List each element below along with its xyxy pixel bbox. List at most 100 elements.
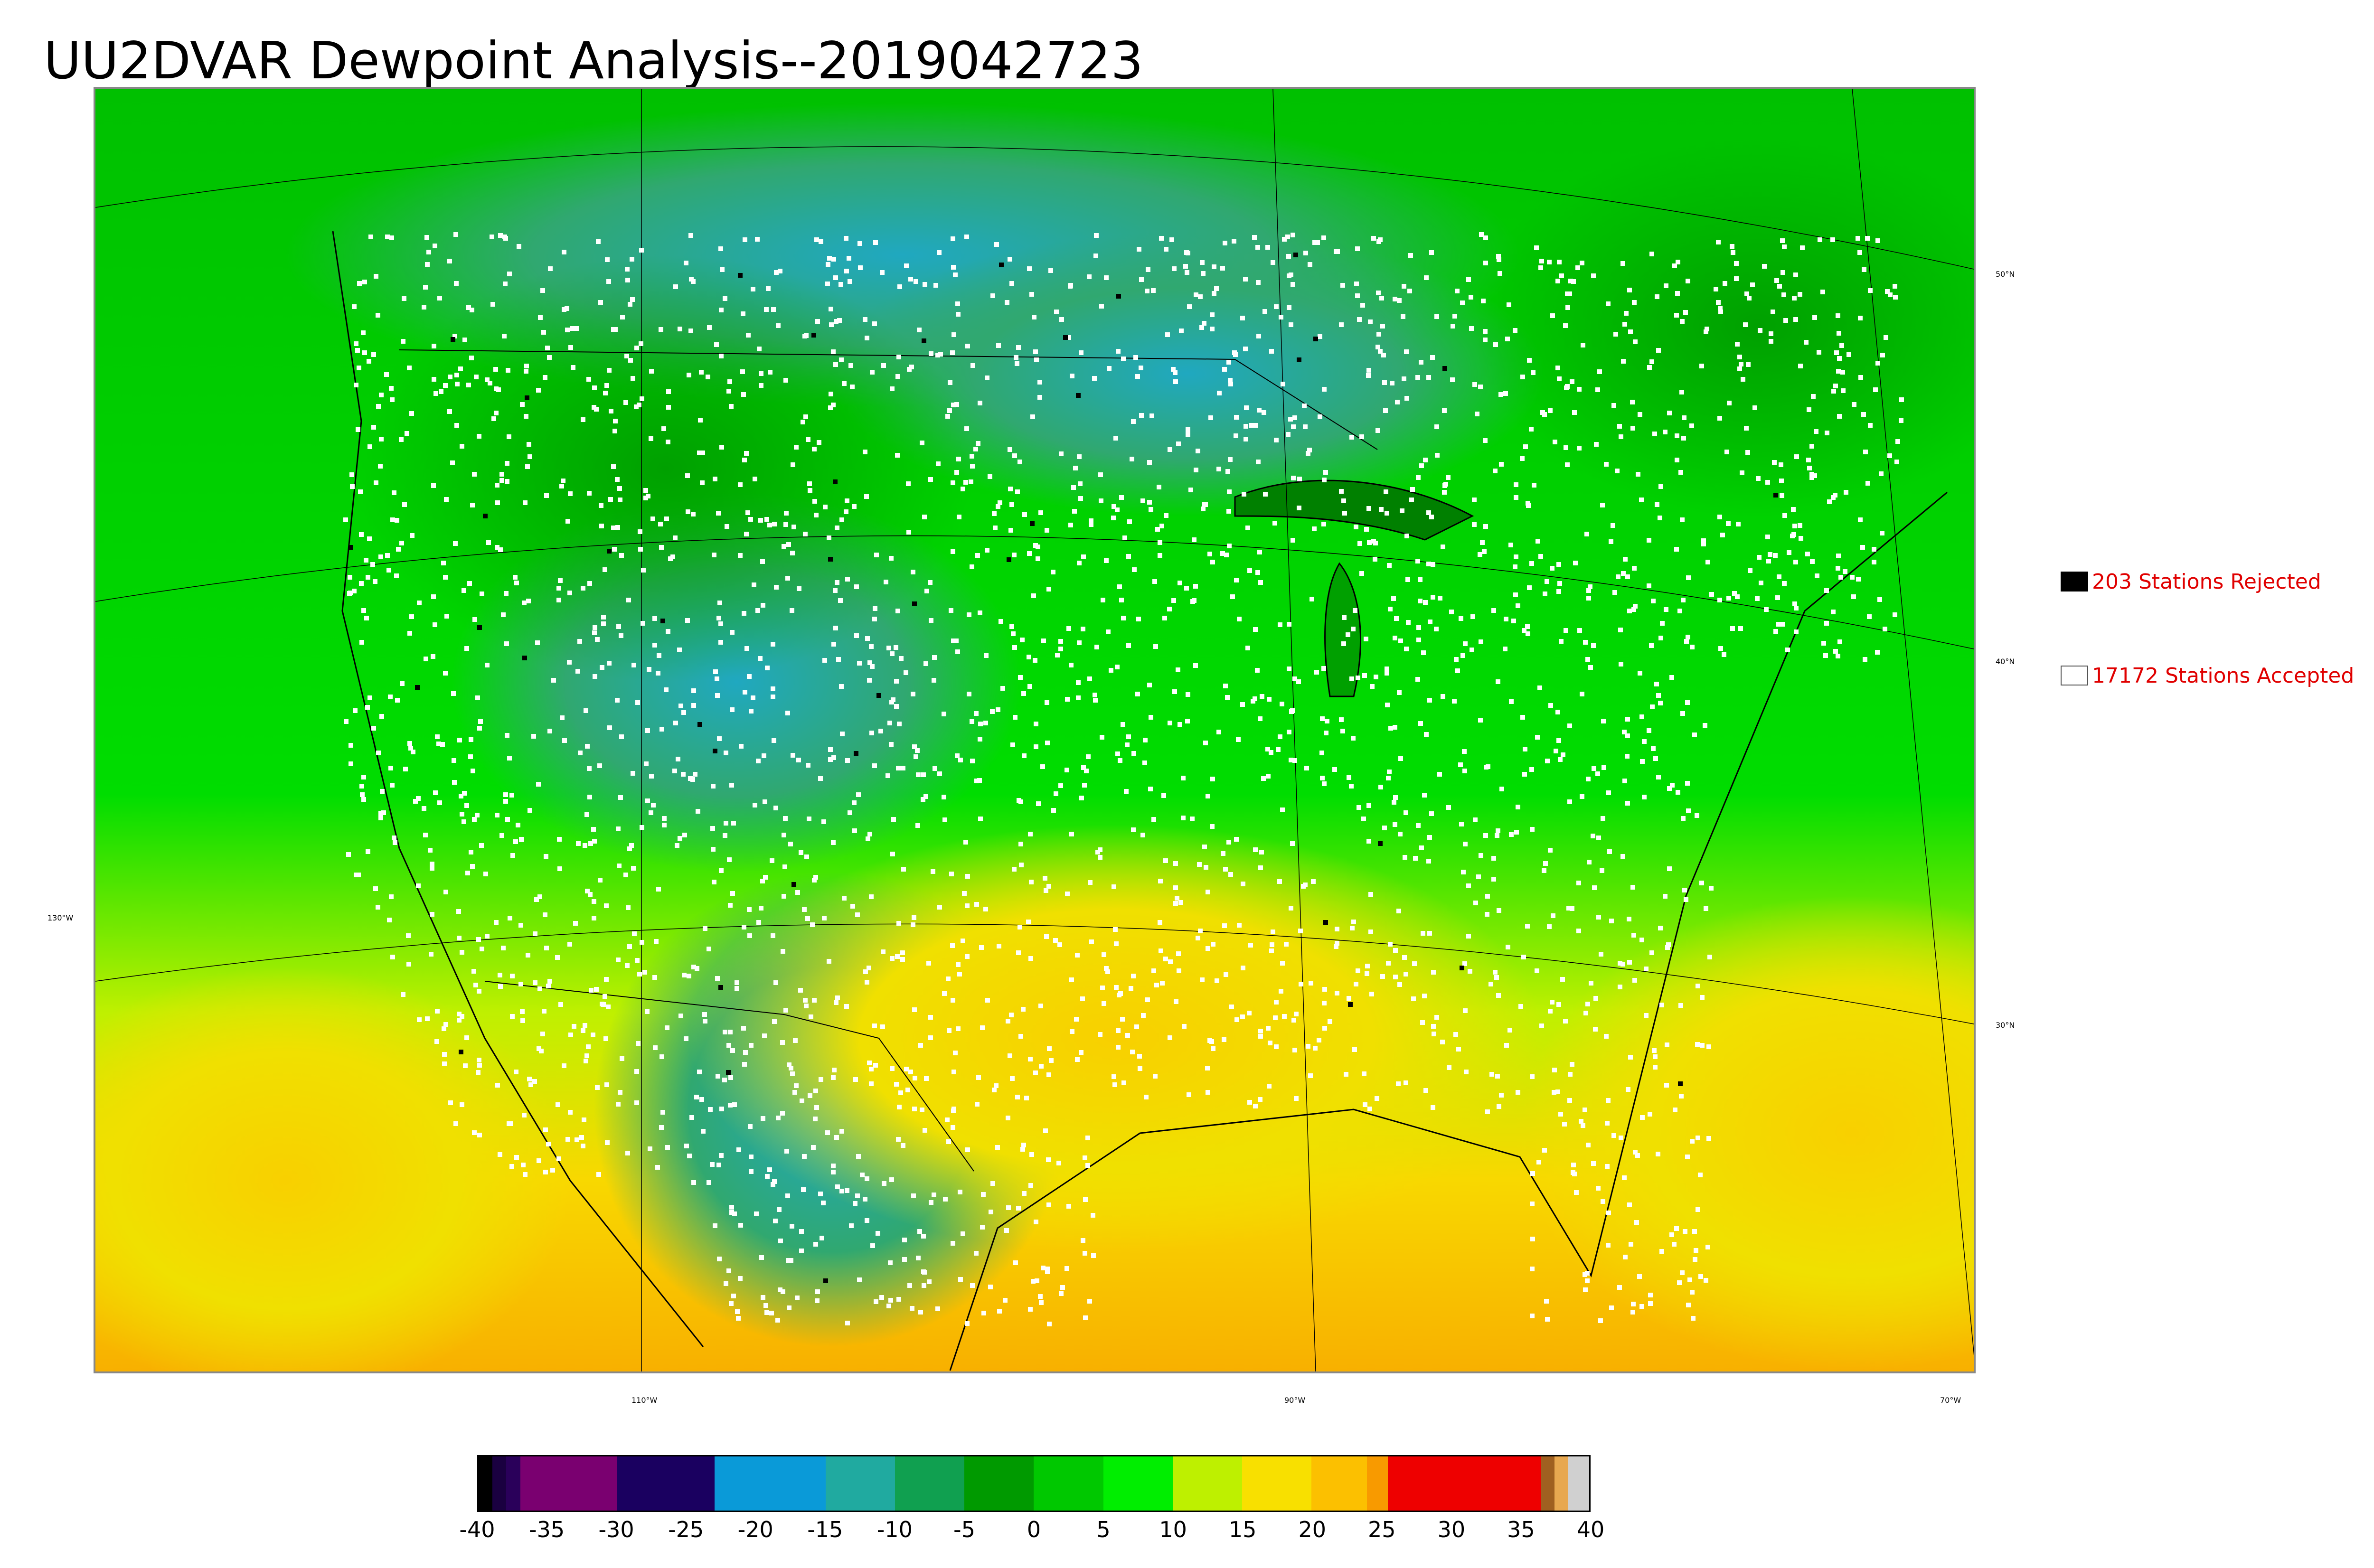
station-accepted — [818, 776, 823, 781]
station-accepted — [1240, 316, 1245, 320]
station-accepted — [713, 1223, 717, 1228]
station-accepted — [1520, 456, 1525, 461]
station-accepted — [1093, 693, 1097, 697]
station-accepted — [1373, 541, 1378, 545]
station-accepted — [498, 1152, 502, 1157]
station-accepted — [997, 1309, 1002, 1314]
station-accepted — [1630, 885, 1635, 890]
station-accepted — [1046, 884, 1051, 889]
station-accepted — [1292, 676, 1297, 681]
station-accepted — [1790, 534, 1795, 538]
station-accepted — [1527, 585, 1532, 590]
station-accepted — [1706, 1044, 1711, 1049]
station-accepted — [689, 1115, 694, 1120]
station-accepted — [1631, 607, 1636, 612]
station-accepted — [1689, 423, 1694, 428]
station-accepted — [1509, 699, 1514, 704]
station-accepted — [807, 817, 811, 821]
station-accepted — [1174, 999, 1178, 1004]
station-accepted — [1135, 374, 1140, 379]
station-accepted — [1016, 345, 1021, 350]
station-accepted — [808, 488, 812, 493]
station-accepted — [1680, 711, 1685, 716]
station-accepted — [974, 902, 979, 907]
station-accepted — [645, 798, 650, 803]
station-accepted — [1206, 794, 1210, 798]
station-accepted — [495, 813, 499, 817]
station-accepted — [812, 998, 817, 1003]
station-accepted — [1522, 772, 1527, 777]
station-accepted — [1548, 703, 1553, 708]
station-accepted — [1322, 478, 1327, 482]
station-accepted — [507, 1121, 511, 1126]
station-accepted — [1027, 266, 1032, 271]
station-accepted — [1323, 470, 1328, 475]
station-accepted — [543, 912, 547, 917]
station-accepted — [542, 1009, 546, 1014]
station-accepted — [371, 726, 376, 731]
station-accepted — [1308, 1073, 1313, 1078]
station-accepted — [1479, 232, 1484, 237]
station-accepted — [1667, 866, 1672, 871]
station-accepted — [879, 1295, 884, 1300]
station-accepted — [1726, 596, 1731, 601]
station-accepted — [361, 775, 366, 779]
station-accepted — [1151, 288, 1156, 293]
station-accepted — [979, 945, 984, 950]
station-accepted — [1455, 289, 1460, 293]
station-accepted — [1019, 863, 1024, 867]
station-accepted — [957, 515, 961, 519]
station-accepted — [541, 330, 546, 335]
station-accepted — [1567, 1098, 1572, 1103]
station-accepted — [1434, 424, 1439, 429]
station-accepted — [1321, 522, 1326, 526]
station-accepted — [1632, 978, 1637, 983]
station-accepted — [758, 518, 763, 523]
station-accepted — [656, 671, 660, 676]
station-accepted — [1149, 507, 1153, 512]
station-accepted — [1695, 1042, 1700, 1047]
station-accepted — [1359, 571, 1364, 576]
station-accepted — [596, 239, 601, 244]
station-accepted — [1707, 955, 1712, 959]
station-accepted — [1611, 523, 1615, 528]
station-accepted — [722, 1078, 727, 1082]
station-accepted — [611, 327, 616, 332]
station-accepted — [1204, 865, 1208, 870]
station-accepted — [1284, 942, 1289, 947]
station-accepted — [1393, 822, 1397, 827]
station-accepted — [576, 841, 581, 846]
lake-michigan — [1324, 562, 1361, 697]
station-accepted — [813, 875, 818, 880]
station-accepted — [1257, 408, 1262, 413]
station-rejected — [1030, 521, 1035, 526]
station-accepted — [361, 608, 366, 613]
station-accepted — [476, 937, 481, 942]
station-accepted — [845, 577, 850, 582]
station-accepted — [1498, 392, 1503, 397]
station-accepted — [691, 703, 696, 708]
station-accepted — [568, 491, 573, 496]
station-accepted — [1426, 375, 1431, 380]
station-accepted — [379, 437, 384, 441]
station-accepted — [697, 1070, 702, 1074]
station-accepted — [961, 487, 965, 491]
station-accepted — [1115, 751, 1120, 756]
station-accepted — [1225, 695, 1230, 700]
station-accepted — [1006, 1205, 1011, 1210]
station-accepted — [474, 375, 479, 379]
legend-rejected: 203 Stations Rejected — [2061, 570, 2321, 594]
station-accepted — [937, 905, 942, 910]
station-accepted — [965, 344, 970, 348]
station-accepted — [782, 864, 787, 869]
station-accepted — [932, 678, 936, 683]
station-accepted — [1543, 861, 1548, 866]
station-accepted — [1430, 355, 1435, 360]
station-accepted — [724, 821, 728, 826]
station-accepted — [882, 1181, 886, 1186]
station-accepted — [1054, 791, 1058, 796]
station-accepted — [1793, 272, 1798, 277]
station-accepted — [999, 619, 1003, 624]
station-accepted — [775, 1318, 780, 1323]
station-accepted — [1587, 860, 1592, 864]
